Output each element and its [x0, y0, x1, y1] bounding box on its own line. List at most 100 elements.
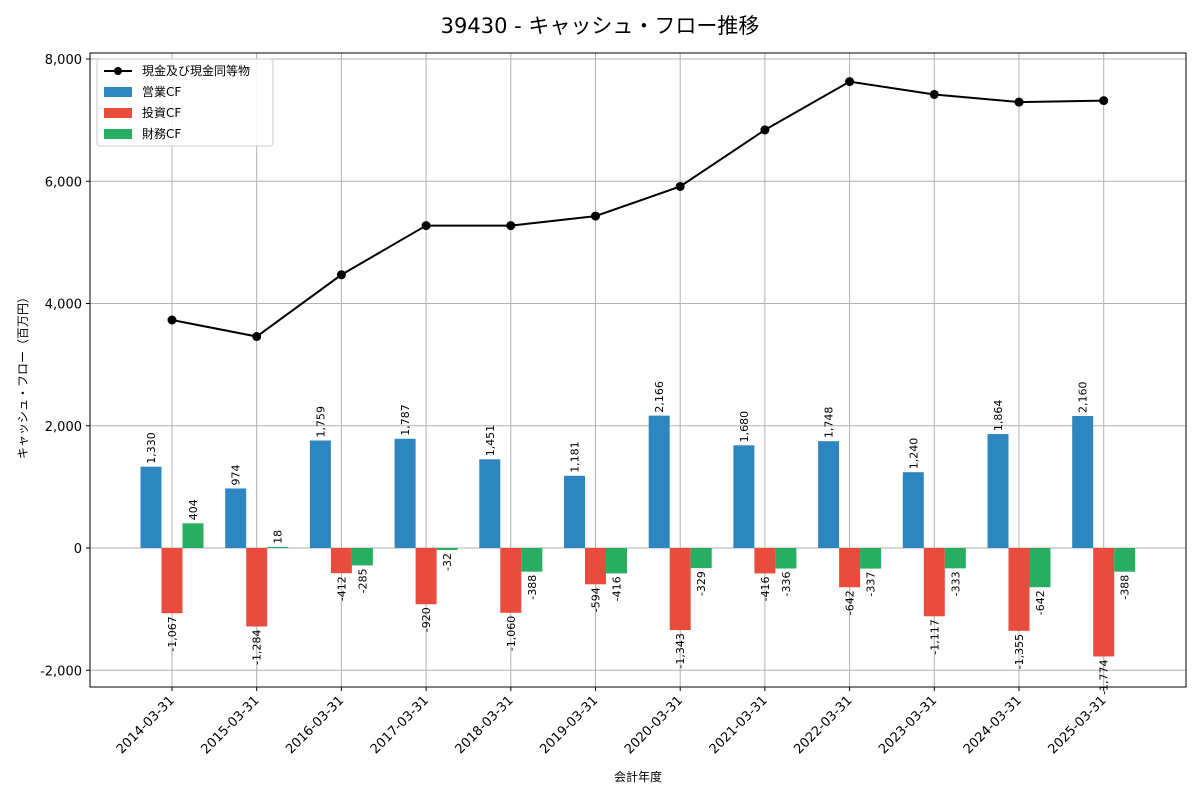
bar-1 [415, 548, 437, 605]
bar-value-label: 1,748 [823, 407, 836, 439]
cash-line-point [252, 332, 262, 342]
cash-line-point [1099, 96, 1109, 106]
bar-1 [1093, 548, 1115, 657]
bar-value-label: -416 [759, 576, 772, 601]
x-tick-label: 2025-03-31 [1045, 693, 1109, 757]
x-tick-label: 2015-03-31 [198, 693, 262, 757]
bar-value-label: 1,787 [399, 404, 412, 436]
cash-line-point [167, 315, 177, 325]
bar-value-label: -336 [780, 572, 793, 597]
bar-1 [246, 548, 268, 627]
cash-line-point [845, 77, 855, 87]
bar-value-label: 18 [272, 530, 285, 544]
bar-2 [182, 523, 204, 548]
cash-line-point [506, 221, 516, 231]
bar-2 [860, 548, 882, 569]
y-tick-label: 8,000 [45, 53, 82, 68]
plot-frame [89, 52, 1187, 688]
bar-2 [1029, 548, 1051, 588]
bar-value-label: -388 [526, 575, 539, 600]
bar-value-label: -285 [356, 568, 369, 593]
bar-value-label: -1,117 [928, 619, 941, 654]
bar-1 [669, 548, 691, 631]
bar-2 [521, 548, 543, 572]
x-tick-label: 2022-03-31 [791, 693, 855, 757]
chart-title: 39430 - キャッシュ・フロー推移 [440, 14, 760, 38]
bar-value-label: -337 [865, 572, 878, 597]
bar-0 [225, 488, 247, 548]
bar-value-label: 2,160 [1077, 381, 1090, 413]
bar-value-label: 974 [230, 464, 243, 485]
bar-0 [1072, 415, 1094, 548]
bar-0 [309, 440, 331, 548]
bar-value-label: 1,181 [569, 441, 582, 473]
bar-1 [754, 548, 776, 574]
legend-box [96, 58, 274, 147]
x-axis-label: 会計年度 [614, 769, 662, 784]
x-tick-label: 2023-03-31 [876, 693, 940, 757]
bars [140, 415, 1136, 657]
legend-label: 投資CF [142, 105, 181, 120]
bar-value-label: -642 [844, 590, 857, 615]
x-tick-label: 2016-03-31 [283, 693, 347, 757]
bar-0 [394, 438, 416, 548]
cash-line-point [591, 211, 600, 221]
bar-1 [161, 548, 183, 614]
data-labels: 1,330 974 1,759 1,787 1,451 1,181 2,166 1,680 1,… [145, 381, 1132, 695]
x-tick-label: 2019-03-31 [537, 693, 601, 757]
bar-1 [330, 548, 352, 574]
legend-label: 営業CF [142, 85, 181, 99]
y-tick-label: 4,000 [45, 298, 82, 313]
x-tick-label: 2018-03-31 [453, 693, 517, 757]
legend-swatch [104, 87, 132, 97]
bar-0 [987, 434, 1009, 548]
cash-line-point [421, 221, 431, 231]
bar-value-label: 1,864 [992, 400, 1005, 432]
y-axis-label: キャッシュ・フロー（百万円） [16, 291, 30, 459]
bar-2 [944, 548, 966, 569]
bar-value-label: -333 [949, 571, 962, 596]
bar-1 [585, 548, 606, 585]
x-tick-label: 2014-03-31 [114, 693, 178, 757]
cash-line [167, 77, 1109, 342]
bar-value-label: -920 [420, 607, 433, 632]
bar-0 [818, 441, 840, 548]
bar-2 [436, 548, 458, 550]
bar-2 [351, 548, 373, 566]
bar-value-label: -1,284 [251, 629, 264, 664]
legend-label: 財務CF [142, 126, 181, 141]
bar-1 [1008, 548, 1030, 631]
bar-0 [733, 445, 755, 548]
cash-line-point [760, 125, 770, 135]
legend-swatch [104, 129, 132, 139]
bar-value-label: 1,759 [314, 406, 327, 438]
bar-1 [839, 548, 861, 588]
bar-value-label: -388 [1119, 575, 1132, 600]
bar-0 [479, 459, 501, 548]
bar-0 [140, 466, 162, 548]
bar-value-label: -1,355 [1013, 634, 1026, 669]
bar-value-label: -1,060 [505, 616, 518, 651]
x-tick-label: 2020-03-31 [622, 693, 686, 757]
bar-value-label: -329 [695, 571, 708, 596]
y-tick-label: 2,000 [45, 420, 82, 435]
bar-2 [690, 548, 712, 569]
bar-value-label: 404 [187, 499, 200, 520]
x-tick-label: 2024-03-31 [961, 693, 1025, 757]
bar-2 [606, 548, 627, 574]
bar-value-label: 1,680 [738, 411, 751, 443]
bar-value-label: -416 [611, 576, 624, 601]
bar-value-label: -1,774 [1098, 659, 1111, 694]
bar-value-label: -1,067 [166, 616, 179, 651]
y-tick-label: 6,000 [45, 175, 82, 190]
legend-swatch [104, 108, 132, 118]
y-tick-label: -2,000 [40, 664, 82, 679]
bar-value-label: -594 [590, 587, 603, 612]
bar-2 [1114, 548, 1136, 572]
cash-line-point [929, 89, 939, 99]
bar-value-label: 1,451 [484, 425, 497, 457]
legend-label: 現金及び現金同等物 [142, 63, 250, 78]
cash-line-point [1014, 97, 1024, 107]
bar-value-label: -412 [335, 576, 348, 601]
